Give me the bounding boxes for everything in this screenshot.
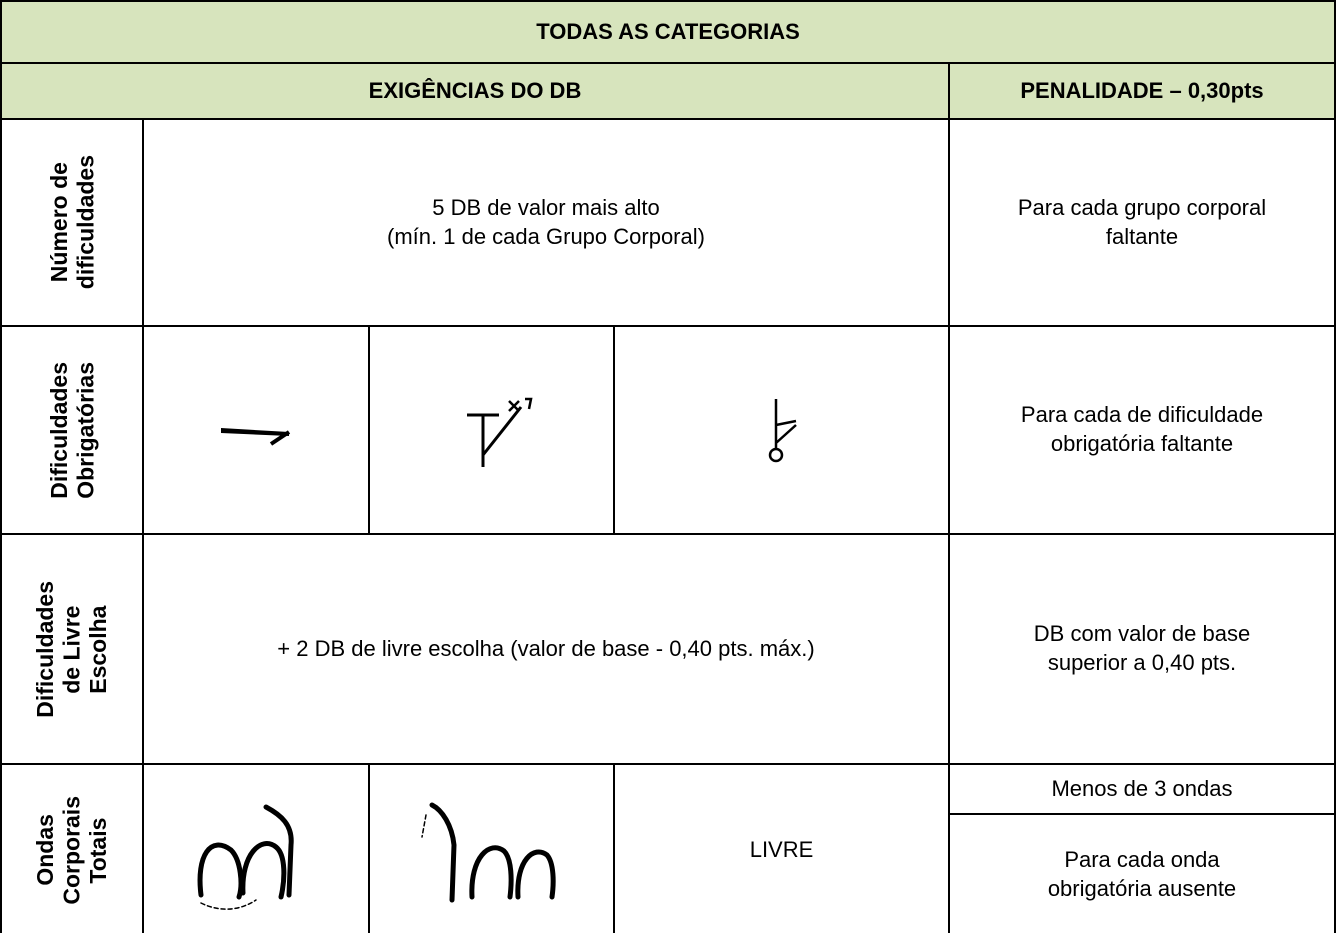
row-label: dificuldades (72, 155, 98, 290)
row-label: Dificuldades (45, 361, 72, 499)
penalty: superior a 0,40 pts. (1047, 650, 1237, 675)
row-label-cell: Número de dificuldades (2, 120, 144, 327)
symbol-cell (615, 327, 950, 535)
requirement-cell: 5 DB de valor mais alto (mín. 1 de cada G… (144, 120, 950, 327)
penalty: obrigatória ausente (1047, 876, 1237, 901)
figure-cell (144, 765, 370, 933)
symbol (466, 397, 533, 467)
symbol (768, 399, 797, 463)
body-wave-figure (420, 802, 556, 903)
penalty: faltante (1105, 223, 1179, 249)
title: TODAS AS CATEGORIAS (536, 18, 800, 44)
header-cell: PENALIDADE – 0,30pts (950, 64, 1336, 120)
requirement: LIVRE (749, 836, 814, 862)
row-label-cell: Dificuldades de Livre Escolha (2, 535, 144, 765)
symbol-cell (144, 327, 370, 535)
row-label: Totais (85, 816, 112, 884)
requirement-cell: LIVRE (615, 765, 950, 933)
row-label-cell: Ondas Corporais Totais (2, 765, 144, 933)
row-label-cell: Dificuldades Obrigatórias (2, 327, 144, 535)
row-label: Número de (45, 162, 72, 283)
penalty-cell: Para cada de dificuldade obrigatória falt… (950, 327, 1336, 535)
row-label: Obrigatórias (72, 361, 98, 499)
penalty-cell: Para cada onda obrigatória ausente (950, 815, 1336, 933)
requirement: 5 DB de valor mais alto (432, 194, 660, 220)
requirement: + 2 DB de livre escolha (valor de base -… (277, 635, 815, 661)
penalty: obrigatória faltante (1050, 431, 1234, 456)
symbol (221, 428, 291, 446)
requirement-cell: + 2 DB de livre escolha (valor de base -… (144, 535, 950, 765)
header: EXIGÊNCIAS DO DB (368, 77, 582, 103)
header-cell: EXIGÊNCIAS DO DB (2, 64, 950, 120)
row-label: Escolha (85, 604, 112, 694)
figure-cell (370, 765, 615, 933)
row-label: Ondas (32, 814, 59, 886)
requirement: (mín. 1 de cada Grupo Corporal) (387, 223, 705, 249)
title-cell: TODAS AS CATEGORIAS (2, 2, 1336, 64)
penalty: Para cada de dificuldade (1020, 402, 1264, 428)
row-label: Corporais (58, 795, 85, 905)
penalty-cell: Para cada grupo corporal faltante (950, 120, 1336, 327)
penalty: DB com valor de base (1033, 621, 1251, 647)
header: PENALIDADE – 0,30pts (1020, 77, 1264, 103)
body-wave-figure (197, 804, 294, 910)
penalty: Para cada grupo corporal (1017, 194, 1267, 220)
penalty: Menos de 3 ondas (1051, 775, 1233, 801)
row-label: Dificuldades (32, 580, 59, 718)
penalty-cell: DB com valor de base superior a 0,40 pts. (950, 535, 1336, 765)
penalty-cell: Menos de 3 ondas (950, 765, 1336, 815)
symbol-cell (370, 327, 615, 535)
row-label: de Livre (58, 604, 85, 694)
penalty: Para cada onda (1064, 847, 1220, 873)
